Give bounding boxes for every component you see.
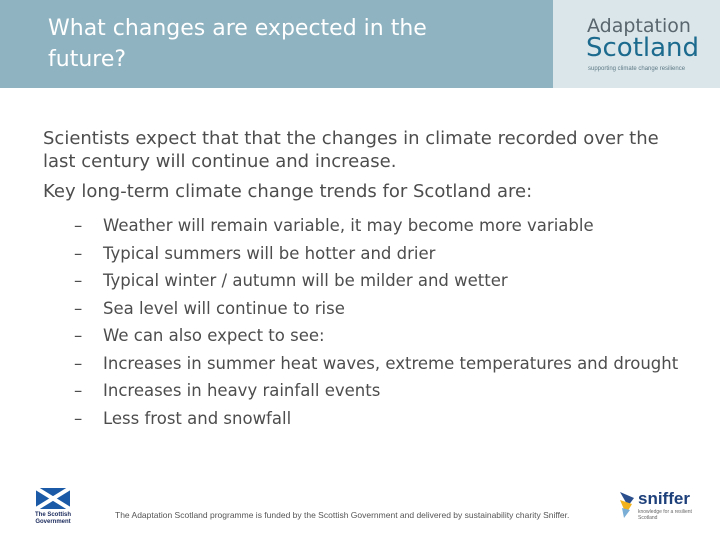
list-item-text: Increases in heavy rainfall events bbox=[103, 381, 381, 400]
list-item-text: Increases in summer heat waves, extreme … bbox=[103, 353, 679, 373]
saltire-flag-icon bbox=[36, 488, 70, 509]
list-item: – Increases in summer heat waves, extreme… bbox=[43, 353, 693, 375]
sniffer-tagline: knowledge for a resilient Scotland bbox=[638, 509, 692, 521]
logo-tagline: supporting climate change resilience bbox=[588, 66, 686, 72]
dash-bullet-icon: – bbox=[74, 216, 83, 235]
intro-paragraph: Scientists expect that that the changes … bbox=[43, 128, 659, 172]
sniffer-name: sniffer bbox=[638, 489, 690, 508]
list-item-text: Weather will remain variable, it may bec… bbox=[103, 216, 594, 235]
list-item: – Less frost and snowfall bbox=[43, 408, 693, 430]
list-item-text: We can also expect to see: bbox=[103, 326, 325, 345]
sniffer-mark-icon bbox=[620, 492, 634, 518]
dash-bullet-icon: – bbox=[74, 408, 83, 428]
list-item: – Sea level will continue to rise bbox=[43, 298, 693, 320]
adaptation-scotland-logo: Adaptation Scotland supporting climate c… bbox=[553, 0, 720, 88]
list-item: – Typical summers will be hotter and drie… bbox=[43, 243, 693, 265]
list-item: – We can also expect to see: bbox=[43, 325, 693, 347]
gov-logo-text-line1: The Scottish bbox=[34, 512, 71, 518]
dash-bullet-icon: – bbox=[74, 381, 83, 400]
gov-logo-text: The Scottish Government bbox=[33, 512, 73, 526]
list-item-text: Sea level will continue to rise bbox=[103, 298, 345, 318]
dash-bullet-icon: – bbox=[74, 298, 83, 318]
dash-bullet-icon: – bbox=[74, 271, 83, 290]
logo-text-adaptation: Adaptation bbox=[587, 15, 691, 37]
scottish-government-logo: The Scottish Government bbox=[33, 488, 73, 533]
list-item: – Increases in heavy rainfall events bbox=[43, 380, 693, 402]
slide-content: Scientists expect that that the changes … bbox=[43, 127, 693, 435]
gov-logo-text-line2: Government bbox=[35, 519, 71, 525]
dash-bullet-icon: – bbox=[74, 353, 83, 373]
dash-bullet-icon: – bbox=[74, 326, 83, 345]
list-item: – Typical winter / autumn will be milder … bbox=[43, 270, 693, 292]
header-band: What changes are expected in the future?… bbox=[0, 0, 720, 88]
logo-text-scotland: Scotland bbox=[586, 33, 700, 63]
trend-list: – Weather will remain variable, it may be… bbox=[43, 215, 693, 430]
list-item-text: Less frost and snowfall bbox=[103, 408, 292, 428]
sniffer-logo: sniffer knowledge for a resilient Scotla… bbox=[618, 488, 698, 528]
funding-credit: The Adaptation Scotland programme is fun… bbox=[115, 510, 570, 520]
list-item-text: Typical winter / autumn will be milder a… bbox=[103, 271, 508, 290]
dash-bullet-icon: – bbox=[74, 243, 83, 263]
list-item: – Weather will remain variable, it may be… bbox=[43, 215, 693, 237]
lead-paragraph: Key long-term climate change trends for … bbox=[43, 181, 533, 202]
list-item-text: Typical summers will be hotter and drier bbox=[103, 243, 436, 263]
slide-title: What changes are expected in the future? bbox=[48, 16, 427, 72]
